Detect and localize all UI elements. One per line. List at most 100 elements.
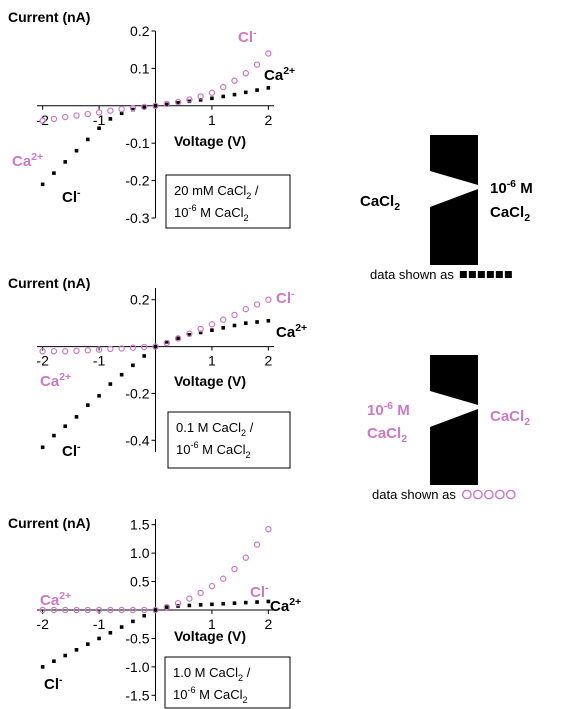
- data-point: [73, 606, 80, 614]
- text-segment: Cl: [238, 29, 253, 46]
- data-point: [221, 94, 226, 99]
- text-segment: M: [516, 180, 533, 197]
- annotation: Cl-: [276, 288, 295, 307]
- y-tick-label: -0.2: [125, 173, 149, 189]
- data-point: [242, 305, 249, 313]
- text-segment: Cl: [62, 443, 77, 460]
- data-point: [39, 117, 46, 124]
- y-tick-label: -0.5: [125, 630, 149, 646]
- data-point: [84, 606, 91, 614]
- data-point: [63, 160, 68, 164]
- data-point: [210, 328, 214, 332]
- text-segment: /: [246, 420, 254, 435]
- data-point: [152, 102, 159, 110]
- data-point: [107, 345, 114, 353]
- condition-text: 10-6 M CaCl2: [173, 685, 248, 705]
- pore-wall: [430, 189, 478, 265]
- data-point: [198, 330, 203, 335]
- data-point: [119, 111, 124, 116]
- text-segment: M: [393, 402, 410, 419]
- data-point: [74, 415, 79, 419]
- text-segment: -: [59, 674, 63, 686]
- data-point: [62, 113, 69, 121]
- data-point: [95, 346, 103, 353]
- text-segment: Ca: [40, 373, 60, 390]
- data-point: [266, 599, 271, 604]
- reservoir-label: CaCl2: [360, 193, 400, 213]
- text-segment: M CaCl: [196, 687, 243, 702]
- data-point: [131, 619, 135, 624]
- text-segment: M CaCl: [199, 442, 246, 457]
- text-segment: 2+: [59, 371, 71, 383]
- data-point: [243, 90, 248, 95]
- data-point: [197, 93, 204, 100]
- text-segment: 2: [241, 428, 246, 438]
- condition-text: 0.1 M CaCl2 /: [176, 420, 254, 438]
- data-point: [176, 336, 180, 341]
- data-point: [174, 599, 182, 607]
- data-point: [265, 526, 272, 533]
- y-tick-label: 0.2: [130, 23, 150, 39]
- data-point: [40, 665, 45, 669]
- condition-text: 10-6 M CaCl2: [176, 440, 251, 460]
- annotation: Cl-: [250, 582, 269, 601]
- reservoir-label: CaCl2: [490, 204, 530, 224]
- data-point: [85, 137, 90, 142]
- data-point: [186, 595, 193, 602]
- data-point: [186, 96, 193, 103]
- data-point: [265, 296, 272, 303]
- x-axis-label: Voltage (V): [174, 133, 246, 149]
- text-segment: -: [291, 288, 295, 300]
- annotation: Cl-: [62, 441, 81, 460]
- data-point: [163, 339, 170, 347]
- y-tick-label: 1.0: [130, 545, 150, 561]
- data-point: [255, 88, 259, 92]
- text-segment: 2+: [289, 596, 301, 608]
- data-point: [84, 347, 91, 354]
- text-segment: 2+: [59, 590, 71, 602]
- x-tick-label: -1: [93, 616, 106, 632]
- x-tick-label: 1: [208, 353, 216, 369]
- reservoir-label: CaCl2: [367, 425, 407, 445]
- data-point: [153, 608, 158, 612]
- data-point: [243, 321, 248, 325]
- annotation: Ca2+: [270, 596, 301, 615]
- data-point: [129, 344, 137, 351]
- data-point: [73, 112, 80, 119]
- text-segment: Ca: [264, 67, 284, 84]
- data-point: [243, 600, 248, 605]
- legend-marker: [461, 489, 472, 500]
- data-point: [231, 77, 238, 84]
- data-point: [39, 348, 46, 355]
- data-point: [197, 589, 204, 597]
- y-axis-label: Current (nA): [8, 275, 90, 291]
- data-point: [108, 630, 113, 635]
- text-segment: 2: [524, 212, 530, 224]
- data-point: [63, 424, 68, 429]
- data-point: [50, 348, 58, 355]
- text-segment: -: [253, 27, 257, 39]
- data-point: [142, 105, 147, 110]
- annotation: Ca2+: [276, 322, 307, 341]
- data-point: [265, 50, 272, 57]
- y-tick-label: 1.5: [130, 517, 150, 533]
- data-point: [74, 648, 79, 652]
- condition-text: 1.0 M CaCl2 /: [173, 665, 251, 683]
- data-point: [208, 582, 216, 590]
- reservoir-label: 10-6 M: [490, 178, 533, 197]
- data-point: [198, 603, 203, 607]
- text-segment: 2: [246, 191, 251, 201]
- data-point: [152, 606, 159, 614]
- data-point: [62, 606, 69, 614]
- condition-text: 20 mM CaCl2 /: [174, 183, 259, 201]
- data-point: [131, 107, 135, 112]
- data-point: [232, 92, 237, 97]
- text-segment: /: [243, 665, 251, 680]
- data-point: [118, 345, 125, 352]
- pore-wall: [430, 135, 478, 185]
- text-segment: -6: [190, 440, 198, 450]
- data-point: [242, 70, 249, 77]
- text-segment: 2+: [31, 151, 43, 163]
- text-segment: -6: [188, 203, 196, 213]
- text-segment: Cl: [276, 290, 291, 307]
